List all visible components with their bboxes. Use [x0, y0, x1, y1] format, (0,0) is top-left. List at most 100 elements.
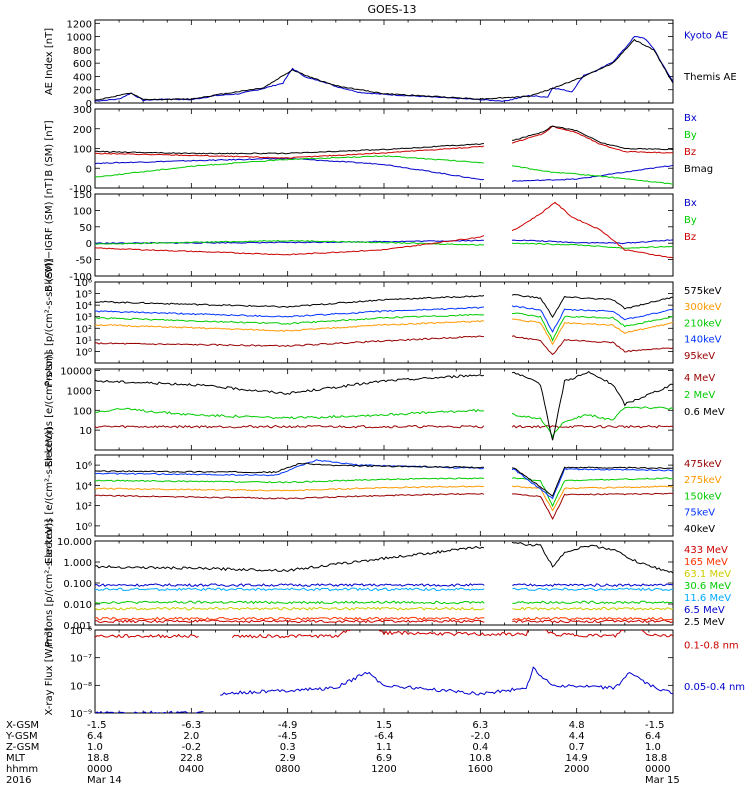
ephemeris-value: 6.9: [376, 753, 392, 764]
ephemeris-value: -1.5: [645, 720, 665, 731]
legend-label: 0.05-0.4 nm: [684, 682, 745, 693]
ephemeris-value: Mar 14: [87, 775, 122, 786]
ephemeris-value: 10.8: [469, 753, 491, 764]
series-line-40keV: [95, 462, 673, 497]
figure-title: GOES-13: [367, 3, 416, 16]
y-axis-label: Protons [p/(cm²-s-sr-keV)]: [44, 258, 55, 386]
legend-label: 433 MeV: [684, 545, 728, 556]
y-tick-label: 10⁶: [75, 278, 92, 289]
legend-label: By: [684, 130, 697, 141]
y-axis-label: Electrons [e/(cm²-s-sr-keV)]: [44, 427, 55, 564]
y-tick-label: 1.000: [63, 558, 92, 569]
series-line-140keV: [95, 305, 673, 334]
y-tick-label: 0.001: [63, 621, 92, 632]
y-tick-label: 0: [86, 99, 92, 110]
panel-3: -100 -50 0 50 100 150 B (SM)−IGRF (SM) [nT] Bx B…: [44, 178, 697, 292]
series-line-0-05-0-4-nm: [95, 666, 673, 713]
legend-label: 275keV: [684, 475, 722, 486]
y-tick-label: -50: [76, 256, 92, 267]
legend-label: 0.1-0.8 nm: [684, 640, 739, 651]
legend-label: By: [684, 215, 697, 226]
ephemeris-row-label: MLT: [6, 753, 26, 764]
panel-frame: [94, 19, 674, 104]
legend-label: 2.5 MeV: [684, 617, 725, 628]
y-tick-label: 150: [73, 190, 92, 201]
y-tick-label: 1000: [67, 33, 92, 44]
ephemeris-value: 2000: [564, 764, 589, 775]
y-tick-label: 10⁴: [75, 301, 92, 312]
y-tick-label: 10¹: [75, 336, 92, 347]
y-tick-label: 400: [73, 72, 92, 83]
y-tick-label: 10⁶: [75, 461, 92, 472]
panel-1: 0 200 400 600 800 1000 1200 AE Index [nT] Kyoto …: [44, 19, 737, 110]
ephemeris-value: 4.4: [569, 731, 585, 742]
legend-label: 6.5 MeV: [684, 605, 725, 616]
y-tick-label: 50: [79, 223, 92, 234]
ephemeris-value: 1.1: [376, 742, 392, 753]
series-line-Bz: [95, 201, 673, 259]
series-line-210keV: [95, 312, 673, 342]
series-line-75keV: [95, 459, 673, 500]
y-tick-label: 0.010: [63, 600, 92, 611]
series-line-300keV: [95, 318, 673, 346]
y-tick-label: 200: [73, 125, 92, 136]
panel-frame: [94, 629, 674, 714]
series-line-Bz: [95, 125, 673, 159]
legend-label: Bx: [684, 113, 697, 124]
ephemeris-value: 0000: [87, 764, 112, 775]
ephemeris-value: 0.3: [280, 742, 296, 753]
series-line-By: [95, 239, 673, 249]
ephemeris-value: 0400: [179, 764, 204, 775]
y-tick-label: 10⁰: [75, 522, 92, 533]
ephemeris-value: 0000: [645, 764, 670, 775]
ephemeris-value: 14.9: [566, 753, 588, 764]
y-axis-label: Protons [p/(cm²-s-sr-keV)]: [44, 519, 55, 647]
y-tick-label: 10⁴: [75, 481, 92, 492]
ephemeris-value: -6.4: [374, 731, 394, 742]
ephemeris-value: 1600: [468, 764, 493, 775]
series-line-30-6-MeV: [95, 600, 673, 605]
ephemeris-value: 6.3: [472, 720, 488, 731]
panel-frame: [94, 108, 674, 189]
panel-frame: [94, 193, 674, 277]
y-tick-label: 10000: [60, 367, 92, 378]
series-line-Kyoto-AE: [95, 35, 673, 102]
y-tick-label: 100: [73, 145, 92, 156]
ephemeris-value: -6.3: [182, 720, 202, 731]
y-tick-label: 800: [73, 46, 92, 57]
legend-label: Bmag: [684, 164, 713, 175]
series-line-275keV: [95, 485, 673, 512]
y-tick-label: 300: [73, 105, 92, 116]
ephemeris-value: 2.0: [183, 731, 199, 742]
legend-label: 30.6 MeV: [684, 581, 731, 592]
legend-label: Bz: [684, 232, 696, 243]
ephemeris-value: 1.0: [645, 742, 661, 753]
ephemeris-value: 18.8: [645, 753, 667, 764]
legend-label: 11.6 MeV: [684, 593, 731, 604]
legend-label: 165 MeV: [684, 557, 728, 568]
series-line-11-6-MeV: [95, 587, 673, 592]
legend-label: 300keV: [684, 302, 722, 313]
ephemeris-value: -1.5: [87, 720, 107, 731]
ephemeris-row-label: Y-GSM: [5, 731, 38, 742]
ephemeris-value: Mar 15: [645, 775, 680, 786]
y-tick-label: 10²: [75, 324, 92, 335]
legend-label: 63.1 MeV: [684, 569, 731, 580]
series-line-165-MeV: [95, 616, 673, 621]
ephemeris-row-label: Z-GSM: [6, 742, 39, 753]
legend-label: 95keV: [684, 351, 715, 362]
series-line-475keV: [95, 492, 673, 520]
legend-label: Kyoto AE: [684, 30, 728, 41]
series-line-6-5-MeV: [95, 583, 673, 588]
panel-frame: [94, 540, 674, 626]
ephemeris-value: 4.8: [569, 720, 585, 731]
y-tick-label: 10²: [75, 502, 92, 513]
ephemeris-value: 22.8: [180, 753, 202, 764]
ephemeris-value: 6.4: [87, 731, 103, 742]
y-tick-label: 0: [86, 239, 92, 250]
legend-label: 575keV: [684, 286, 722, 297]
series-line-0-1-0-8-nm: [95, 630, 673, 639]
ephemeris-value: 1.5: [376, 720, 392, 731]
y-tick-label: 10⁻⁸: [70, 681, 92, 692]
legend-label: 140keV: [684, 335, 722, 346]
